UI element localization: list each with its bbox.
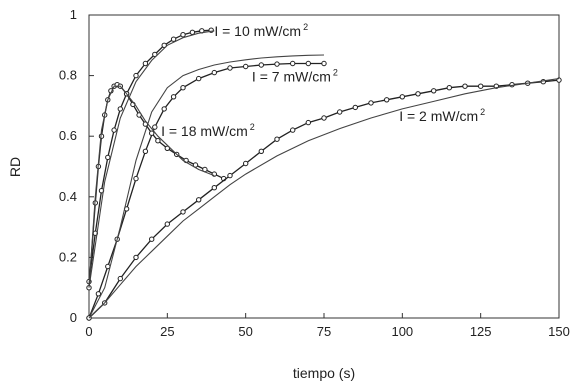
y-tick-label: 0.2 [59, 249, 77, 264]
data-point [170, 36, 177, 42]
data-point [431, 88, 437, 94]
data-point [274, 61, 280, 67]
x-tick-label: 75 [317, 324, 331, 339]
x-tick-label: 25 [160, 324, 174, 339]
data-point [227, 65, 233, 71]
data-point [133, 175, 139, 182]
data-point [133, 72, 139, 79]
data-point [337, 109, 343, 115]
data-point [384, 97, 390, 103]
data-point [196, 75, 202, 82]
data-point [305, 60, 311, 67]
x-axis-ticks: 0 25 50 75 100 125 150 [85, 313, 570, 339]
data-point [149, 130, 155, 136]
x-tick-label: 150 [548, 324, 570, 339]
data-point [161, 42, 167, 48]
data-point [321, 115, 327, 121]
data-point [180, 209, 186, 215]
data-point [211, 69, 218, 76]
series-line-i2-model [88, 78, 560, 319]
data-point [415, 91, 421, 97]
annotation-ann-18: I = 18 mW/cm 2 [161, 122, 255, 139]
data-point [111, 127, 117, 133]
data-point [211, 185, 218, 191]
data-point [117, 275, 124, 282]
x-axis-title: tiempo (s) [293, 365, 355, 381]
data-point [258, 148, 264, 155]
x-tick-label: 125 [470, 324, 492, 339]
data-point [274, 136, 280, 142]
data-point [462, 83, 468, 89]
series-line-i10-exp [88, 29, 212, 282]
plot-area [88, 14, 560, 319]
y-axis-title: RD [7, 157, 23, 177]
annotation-text: I = 10 mW/cm [214, 23, 301, 39]
annotations-layer: I = 10 mW/cm 2I = 7 mW/cm 2I = 18 mW/cm 2I … [161, 22, 485, 139]
data-point [227, 172, 233, 179]
data-point [290, 127, 296, 133]
annotation-superscript: 2 [303, 22, 308, 32]
y-tick-label: 0.8 [59, 68, 77, 83]
data-point [211, 171, 218, 177]
annotation-superscript: 2 [250, 122, 255, 132]
data-point [170, 94, 177, 100]
data-point [133, 254, 139, 261]
data-point [352, 104, 358, 111]
data-point [196, 197, 202, 203]
series-line-i10-model [88, 30, 215, 288]
y-tick-label: 0 [70, 310, 77, 325]
data-point [164, 221, 171, 227]
data-point [95, 291, 102, 297]
data-point [478, 83, 484, 89]
data-point [180, 85, 186, 91]
data-point [149, 236, 155, 242]
data-point [105, 154, 111, 161]
data-point [368, 100, 374, 106]
data-point [142, 60, 149, 67]
data-point [142, 148, 149, 155]
annotation-superscript: 2 [333, 68, 338, 78]
annotation-superscript: 2 [480, 107, 485, 117]
y-tick-label: 1 [70, 7, 77, 22]
data-point [258, 62, 264, 68]
series-layer [86, 27, 562, 321]
data-point [155, 138, 161, 144]
data-point [152, 124, 158, 130]
y-axis-ticks: 0 0.2 0.4 0.6 0.8 1 [59, 7, 94, 325]
data-point [243, 160, 249, 167]
series-line-i18-model [88, 85, 215, 288]
data-point [180, 32, 186, 38]
annotation-ann-2: I = 2 mW/cm 2 [399, 107, 485, 124]
data-point [305, 119, 311, 126]
annotation-text: I = 18 mW/cm [161, 123, 248, 139]
y-tick-label: 0.6 [59, 128, 77, 143]
data-point [321, 60, 327, 67]
x-tick-label: 100 [391, 324, 413, 339]
data-point [152, 51, 158, 58]
annotation-text: I = 7 mW/cm [252, 69, 331, 85]
annotation-ann-7: I = 7 mW/cm 2 [252, 68, 338, 85]
series-line-i7-model [88, 54, 325, 319]
annotation-ann-10: I = 10 mW/cm 2 [214, 22, 308, 39]
data-point [117, 106, 124, 112]
y-tick-label: 0.4 [59, 189, 77, 204]
x-tick-label: 0 [85, 324, 92, 339]
data-point [399, 94, 405, 100]
data-point [243, 63, 249, 70]
x-tick-label: 50 [238, 324, 252, 339]
data-point [446, 85, 452, 91]
annotation-text: I = 2 mW/cm [399, 108, 478, 124]
data-point [290, 60, 296, 67]
data-point [161, 106, 167, 112]
data-point [164, 145, 171, 152]
data-point [189, 29, 196, 35]
